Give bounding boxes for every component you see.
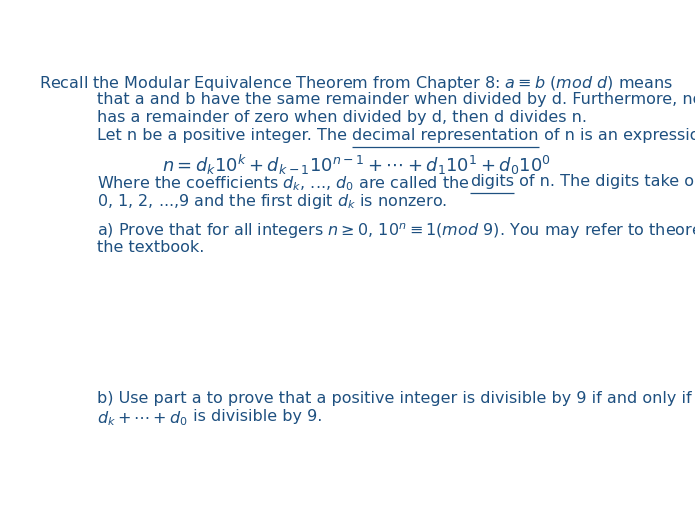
Text: $d_k + \cdots + d_0$: $d_k + \cdots + d_0$: [97, 409, 188, 428]
Text: a) Prove that for all integers $n \geq 0$, $10^n \equiv 1(\mathit{mod}\ 9)$. You: a) Prove that for all integers $n \geq 0…: [97, 222, 695, 241]
Text: digits: digits: [471, 174, 514, 189]
Text: decimal representation: decimal representation: [352, 128, 539, 143]
Text: Recall the Modular Equivalence Theorem from Chapter 8: $a \equiv b$ $(\mathit{mo: Recall the Modular Equivalence Theorem f…: [39, 74, 673, 93]
Text: of n. The digits take on the values: of n. The digits take on the values: [514, 174, 695, 189]
Text: that a and b have the same remainder when divided by d. Furthermore, note that i: that a and b have the same remainder whe…: [97, 92, 695, 107]
Text: the textbook.: the textbook.: [97, 240, 204, 254]
Text: is divisible by 9.: is divisible by 9.: [188, 409, 322, 424]
Text: b) Use part a to prove that a positive integer is divisible by 9 if and only if : b) Use part a to prove that a positive i…: [97, 391, 695, 406]
Text: of n is an expression of the form: of n is an expression of the form: [539, 128, 695, 143]
Text: Where the coefficients $d_k$, ..., $d_0$ are called the: Where the coefficients $d_k$, ..., $d_0$…: [97, 174, 471, 193]
Text: has a remainder of zero when divided by d, then d divides n.: has a remainder of zero when divided by …: [97, 110, 587, 125]
Text: $n = d_k 10^k + d_{k-1} 10^{n-1} + \cdots + d_1 10^1 + d_0 10^0$: $n = d_k 10^k + d_{k-1} 10^{n-1} + \cdot…: [162, 153, 550, 177]
Text: Let n be a positive integer. The: Let n be a positive integer. The: [97, 128, 352, 143]
Text: 0, 1, 2, ...,9 and the first digit $d_k$ is nonzero.: 0, 1, 2, ...,9 and the first digit $d_k$…: [97, 192, 447, 212]
